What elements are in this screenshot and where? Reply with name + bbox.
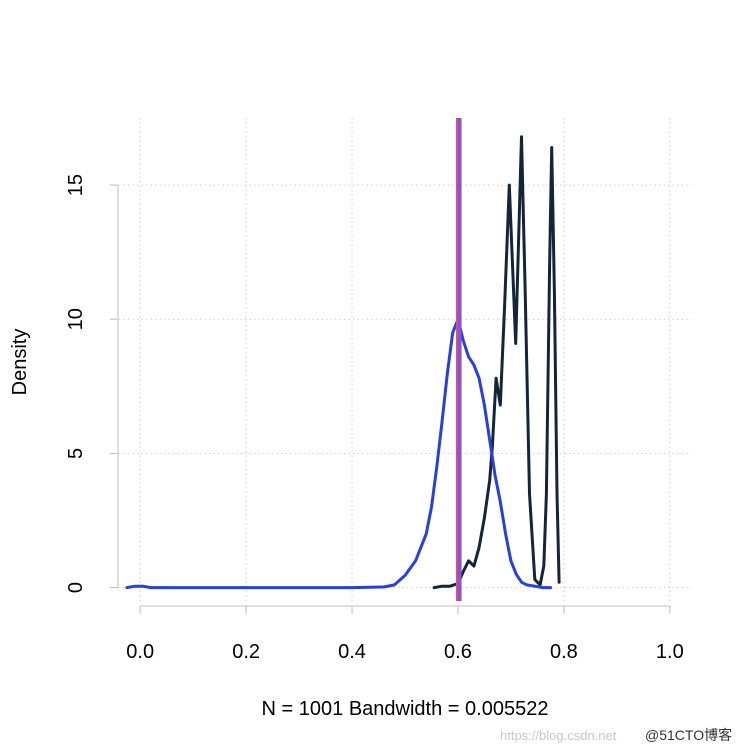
- x-tick-label: 0.2: [232, 641, 260, 663]
- y-axis-title: Density: [9, 329, 31, 396]
- watermark-brand: @51CTO博客: [645, 727, 732, 743]
- y-tick-label: 5: [65, 448, 87, 459]
- density-line-2: [125, 317, 553, 590]
- x-tick-label: 0.0: [126, 641, 154, 663]
- x-axis-title: N = 1001 Bandwidth = 0.005522: [262, 698, 549, 720]
- reference-lines: [455, 118, 462, 601]
- density-line-1: [432, 135, 561, 590]
- x-tick-label: 1.0: [656, 641, 684, 663]
- x-tick-label: 0.8: [550, 641, 578, 663]
- density-series: [125, 135, 561, 590]
- y-tick-label: 15: [65, 174, 87, 196]
- axes: 0.0 0.2 0.4 0.6 0.8 1.0 0 5 10 15: [65, 174, 684, 663]
- grid-lines: [119, 118, 691, 601]
- watermark-url: https://blog.csdn.net: [500, 728, 617, 743]
- y-tick-label: 0: [65, 582, 87, 593]
- x-tick-label: 0.4: [338, 641, 366, 663]
- x-tick-label: 0.6: [444, 641, 472, 663]
- y-tick-label: 10: [65, 308, 87, 330]
